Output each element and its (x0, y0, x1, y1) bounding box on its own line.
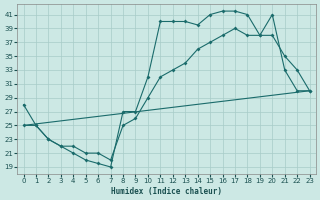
X-axis label: Humidex (Indice chaleur): Humidex (Indice chaleur) (111, 187, 222, 196)
